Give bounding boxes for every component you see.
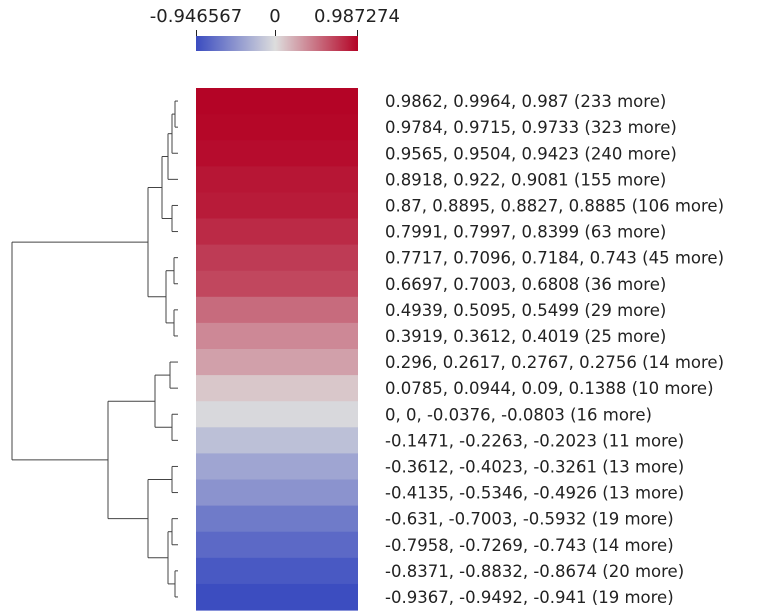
heatmap-cell bbox=[196, 427, 358, 454]
row-label: -0.1471, -0.2263, -0.2023 (11 more) bbox=[385, 431, 684, 450]
heatmap-cell bbox=[196, 166, 358, 193]
heatmap-cell bbox=[196, 505, 358, 533]
row-label: 0.4939, 0.5095, 0.5499 (29 more) bbox=[385, 301, 666, 320]
colorbar-gradient bbox=[196, 36, 358, 51]
row-label: 0.7717, 0.7096, 0.7184, 0.743 (45 more) bbox=[385, 249, 724, 268]
heatmap-cells bbox=[196, 88, 358, 611]
heatmap-cell bbox=[196, 192, 358, 220]
colorbar: -0.946567 0 0.987274 bbox=[150, 6, 400, 51]
row-labels: 0.9862, 0.9964, 0.987 (233 more) 0.9784, … bbox=[385, 92, 724, 607]
heatmap-cell bbox=[196, 114, 358, 141]
row-label: -0.9367, -0.9492, -0.941 (19 more) bbox=[385, 588, 674, 607]
heatmap-cell bbox=[196, 88, 358, 115]
row-label: 0.9784, 0.9715, 0.9733 (323 more) bbox=[385, 118, 677, 137]
row-label: 0.9862, 0.9964, 0.987 (233 more) bbox=[385, 92, 666, 111]
row-label: 0.87, 0.8895, 0.8827, 0.8885 (106 more) bbox=[385, 196, 724, 215]
heatmap-cell bbox=[196, 375, 358, 402]
heatmap-cell bbox=[196, 322, 358, 350]
heatmap-cell bbox=[196, 401, 358, 428]
row-dendrogram bbox=[11, 100, 178, 598]
row-label: 0.6697, 0.7003, 0.6808 (36 more) bbox=[385, 275, 666, 294]
row-label: -0.8371, -0.8832, -0.8674 (20 more) bbox=[385, 562, 684, 581]
heatmap-cell bbox=[196, 349, 358, 376]
heatmap-cell bbox=[196, 296, 358, 324]
row-label: -0.3612, -0.4023, -0.3261 (13 more) bbox=[385, 457, 684, 476]
row-label: 0.7991, 0.7997, 0.8399 (63 more) bbox=[385, 223, 666, 242]
row-label: -0.7958, -0.7269, -0.743 (14 more) bbox=[385, 536, 674, 555]
heatmap-cell bbox=[196, 479, 358, 507]
heatmap-cell bbox=[196, 244, 358, 272]
row-label: 0.8918, 0.922, 0.9081 (155 more) bbox=[385, 170, 666, 189]
row-label: 0.9565, 0.9504, 0.9423 (240 more) bbox=[385, 144, 677, 163]
colorbar-tick-label-zero: 0 bbox=[269, 6, 280, 27]
heatmap-cell bbox=[196, 531, 358, 559]
row-label: -0.4135, -0.5346, -0.4926 (13 more) bbox=[385, 484, 684, 503]
row-label: 0, 0, -0.0376, -0.0803 (16 more) bbox=[385, 405, 652, 424]
heatmap-cell bbox=[196, 557, 358, 585]
row-label: -0.631, -0.7003, -0.5932 (19 more) bbox=[385, 510, 674, 529]
row-label: 0.3919, 0.3612, 0.4019 (25 more) bbox=[385, 327, 666, 346]
heatmap-cell bbox=[196, 218, 358, 246]
heatmap-cell bbox=[196, 270, 358, 298]
row-label: 0.296, 0.2617, 0.2767, 0.2756 (14 more) bbox=[385, 353, 724, 372]
colorbar-tick-label-min: -0.946567 bbox=[150, 6, 242, 27]
heatmap-cell bbox=[196, 453, 358, 481]
heatmap-cell bbox=[196, 583, 358, 611]
heatmap-cell bbox=[196, 140, 358, 167]
row-label: 0.0785, 0.0944, 0.09, 0.1388 (10 more) bbox=[385, 379, 714, 398]
colorbar-tick-label-max: 0.987274 bbox=[314, 6, 400, 27]
